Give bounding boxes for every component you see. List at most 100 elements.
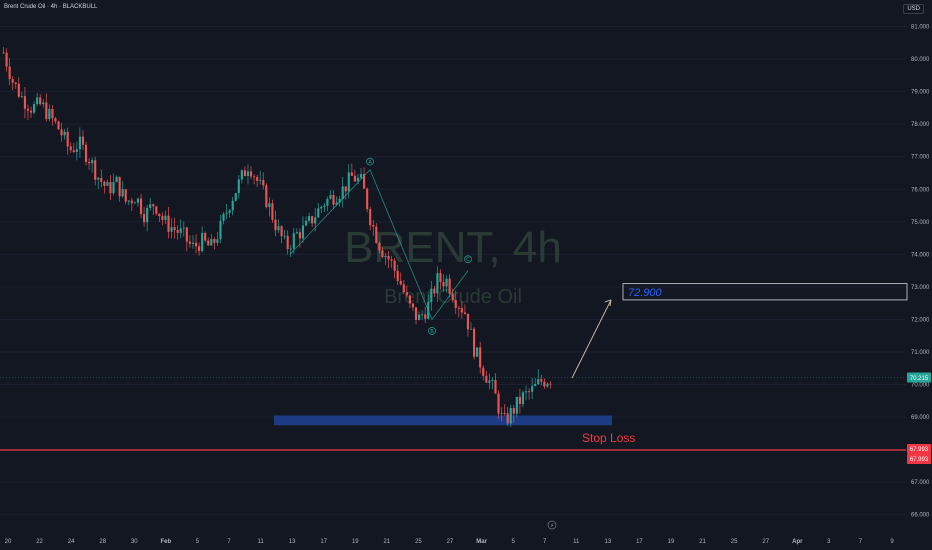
price-axis[interactable]: 81.000 80.000 79.000 78.000 77.000 76.000 75.0… [907, 25, 931, 519]
candle-body [485, 375, 488, 383]
candle-body [414, 307, 418, 320]
candle-body [546, 383, 549, 387]
candle-body [301, 225, 305, 239]
last-price-tag-bg [907, 372, 931, 383]
candle-body [314, 217, 317, 224]
candle-body [29, 110, 33, 113]
candle-body [240, 170, 243, 180]
candle-body [332, 195, 335, 205]
event-marker-glyph: ⚡ [550, 523, 554, 529]
candle-body [396, 270, 399, 281]
candle-body [335, 202, 338, 205]
y-tick-label: 79.000 [911, 90, 930, 96]
candle-body [405, 292, 408, 296]
x-tick-label: 19 [352, 539, 359, 545]
candle-body [54, 118, 57, 122]
candle-body [170, 227, 173, 232]
candle-body [42, 102, 45, 105]
candle-body [143, 214, 146, 223]
candle-body [439, 273, 442, 282]
candle-body [338, 198, 341, 203]
candle-body [445, 278, 448, 287]
candle-body [112, 182, 115, 194]
y-tick-label: 67.000 [911, 480, 930, 486]
candle-body [466, 313, 470, 330]
currency-badge[interactable]: USD [903, 4, 924, 14]
x-tick-label: 21 [699, 539, 706, 545]
wave-marker-circle [428, 326, 436, 335]
y-tick-label: 81.000 [911, 25, 930, 31]
candle-body [91, 160, 94, 164]
candle-body [51, 108, 54, 119]
candle-body [433, 288, 436, 294]
candle-body [359, 174, 363, 178]
last-price-tag: 70.215 [910, 376, 929, 382]
candle-body [326, 198, 329, 206]
candle-body [161, 216, 164, 220]
x-tick-label: 3 [827, 539, 831, 545]
wave-a-label: A [368, 160, 372, 166]
candle-body [164, 215, 167, 220]
candle-body [176, 230, 179, 233]
y-tick-label: 70.000 [911, 383, 930, 389]
candle-body [274, 219, 277, 231]
wave-c-label: C [466, 257, 470, 263]
candle-body [460, 308, 463, 313]
candle-body [271, 203, 274, 220]
candle-body [173, 227, 176, 231]
candle-body [8, 66, 11, 80]
candle-body [26, 108, 30, 111]
time-axis[interactable]: 20 22 24 28 30 Feb 5 7 11 13 17 19 21 25 27 Mar 5 7 11 13 17… [5, 539, 895, 545]
candle-body [323, 205, 326, 207]
candle-body [185, 227, 188, 242]
candle-body [94, 160, 97, 180]
candle-body [231, 200, 234, 211]
candle-body [317, 208, 320, 218]
candle-body [543, 381, 546, 387]
candle-body [528, 391, 531, 393]
candle-body [213, 238, 216, 243]
candle-body [204, 232, 207, 241]
wave-marker-circle [366, 157, 374, 166]
candle-body [198, 246, 201, 252]
x-tick-label: 25 [415, 539, 422, 545]
candle-body [289, 248, 292, 250]
candle-body [115, 176, 118, 183]
candle-body [228, 210, 231, 213]
y-tick-label: 69.000 [911, 415, 930, 421]
candle-body [350, 172, 353, 176]
candle-body [109, 182, 112, 194]
candle-body [515, 396, 518, 414]
demand-zone [274, 415, 612, 426]
candle-body [277, 226, 280, 231]
candle-body [5, 52, 8, 67]
candle-body [66, 131, 69, 147]
candle-body [304, 220, 308, 226]
x-tick-label: 17 [636, 539, 643, 545]
candle-body [152, 204, 155, 207]
y-tick-label: 73.000 [911, 285, 930, 291]
candle-body [118, 176, 121, 197]
candle-body [375, 226, 378, 243]
candle-body [265, 185, 268, 208]
x-tick-label: 5 [196, 539, 200, 545]
candle-body [295, 232, 298, 234]
candle-body [387, 255, 390, 260]
candle-body [210, 238, 213, 246]
x-tick-label: 28 [99, 539, 106, 545]
candle-body [246, 171, 250, 177]
y-tick-label: 66.000 [911, 513, 930, 519]
candle-body [469, 328, 473, 330]
candle-body [378, 242, 381, 251]
candle-body [503, 412, 506, 414]
symbol-title[interactable]: Brent Crude Oil · 4h · BLACKBULL [4, 4, 98, 10]
candle-body [292, 233, 295, 249]
candle-body [139, 198, 143, 215]
candle-body [286, 235, 289, 250]
target-box [622, 283, 908, 301]
y-tick-label: 78.000 [911, 122, 930, 128]
y-tick-label: 72.000 [911, 317, 930, 323]
candle-body [534, 384, 537, 387]
